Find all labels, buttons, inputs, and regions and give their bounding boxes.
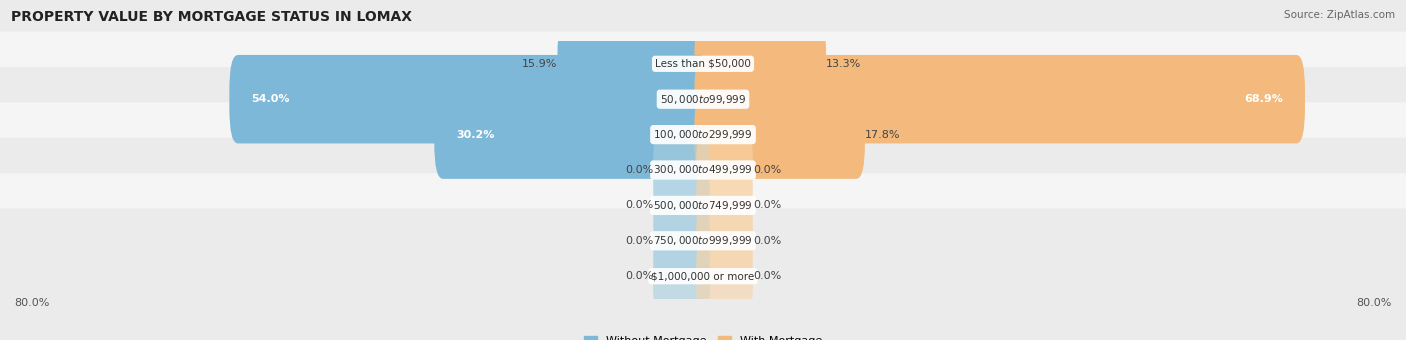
Text: 54.0%: 54.0% — [250, 94, 290, 104]
Text: PROPERTY VALUE BY MORTGAGE STATUS IN LOMAX: PROPERTY VALUE BY MORTGAGE STATUS IN LOM… — [11, 10, 412, 24]
Text: 68.9%: 68.9% — [1244, 94, 1284, 104]
FancyBboxPatch shape — [0, 67, 1406, 202]
Text: 0.0%: 0.0% — [624, 271, 652, 281]
Text: 15.9%: 15.9% — [522, 59, 557, 69]
Text: 0.0%: 0.0% — [624, 236, 652, 246]
Text: 0.0%: 0.0% — [754, 271, 782, 281]
FancyBboxPatch shape — [695, 90, 865, 179]
FancyBboxPatch shape — [652, 204, 710, 278]
FancyBboxPatch shape — [696, 204, 754, 278]
FancyBboxPatch shape — [652, 133, 710, 207]
Text: $300,000 to $499,999: $300,000 to $499,999 — [654, 164, 752, 176]
Text: 0.0%: 0.0% — [624, 165, 652, 175]
Text: 0.0%: 0.0% — [754, 165, 782, 175]
FancyBboxPatch shape — [696, 168, 754, 242]
Text: 30.2%: 30.2% — [456, 130, 495, 140]
Text: Source: ZipAtlas.com: Source: ZipAtlas.com — [1284, 10, 1395, 20]
FancyBboxPatch shape — [696, 239, 754, 313]
Text: $1,000,000 or more: $1,000,000 or more — [651, 271, 755, 281]
Text: 0.0%: 0.0% — [754, 200, 782, 210]
FancyBboxPatch shape — [0, 0, 1406, 132]
Text: 17.8%: 17.8% — [865, 130, 900, 140]
FancyBboxPatch shape — [0, 102, 1406, 238]
Text: 80.0%: 80.0% — [14, 298, 49, 308]
Text: 0.0%: 0.0% — [624, 200, 652, 210]
Text: 13.3%: 13.3% — [827, 59, 862, 69]
Text: 0.0%: 0.0% — [754, 236, 782, 246]
FancyBboxPatch shape — [652, 239, 710, 313]
FancyBboxPatch shape — [695, 20, 827, 108]
FancyBboxPatch shape — [0, 208, 1406, 340]
Text: $100,000 to $299,999: $100,000 to $299,999 — [654, 128, 752, 141]
FancyBboxPatch shape — [0, 173, 1406, 308]
FancyBboxPatch shape — [652, 168, 710, 242]
Legend: Without Mortgage, With Mortgage: Without Mortgage, With Mortgage — [579, 331, 827, 340]
FancyBboxPatch shape — [696, 133, 754, 207]
FancyBboxPatch shape — [0, 138, 1406, 273]
Text: $500,000 to $749,999: $500,000 to $749,999 — [654, 199, 752, 212]
FancyBboxPatch shape — [557, 20, 711, 108]
Text: 80.0%: 80.0% — [1357, 298, 1392, 308]
Text: $50,000 to $99,999: $50,000 to $99,999 — [659, 93, 747, 106]
Text: Less than $50,000: Less than $50,000 — [655, 59, 751, 69]
FancyBboxPatch shape — [695, 55, 1305, 143]
FancyBboxPatch shape — [229, 55, 711, 143]
Text: $750,000 to $999,999: $750,000 to $999,999 — [654, 234, 752, 247]
FancyBboxPatch shape — [0, 32, 1406, 167]
FancyBboxPatch shape — [434, 90, 711, 179]
